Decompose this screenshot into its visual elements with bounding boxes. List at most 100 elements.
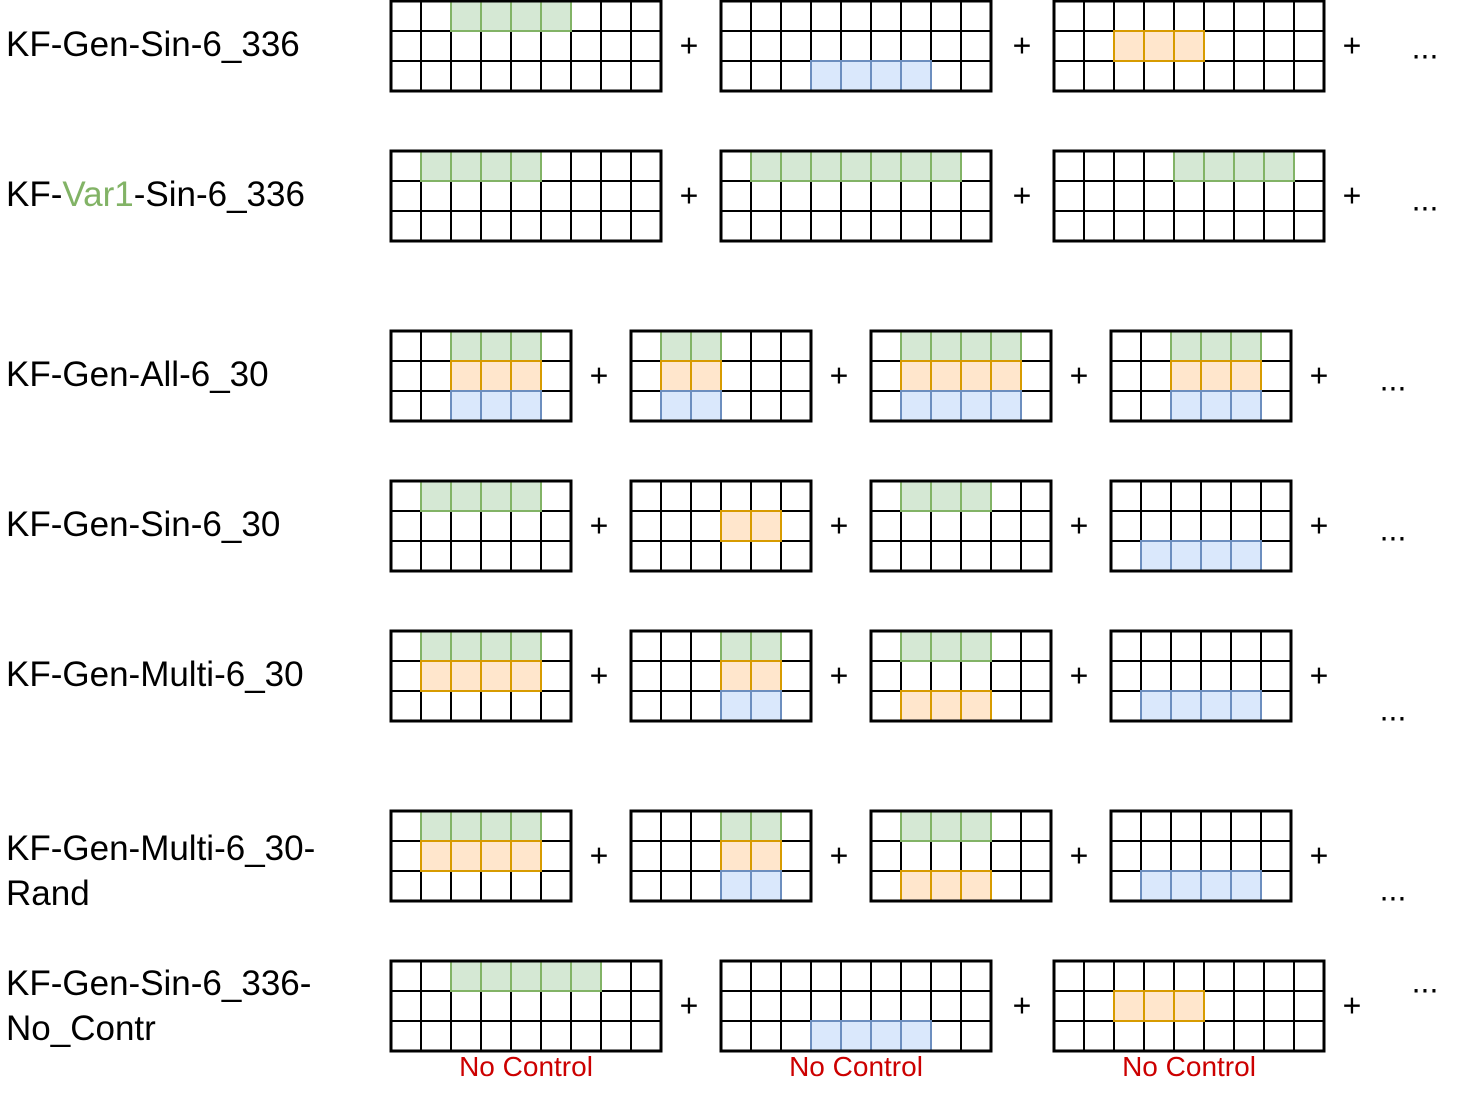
grid-cell — [420, 180, 452, 212]
blue-cell — [900, 390, 932, 422]
grid-cell — [1140, 330, 1172, 362]
plus-sign: + — [679, 987, 699, 1024]
green-cell — [510, 0, 542, 32]
grid-cell — [630, 990, 662, 1022]
grid-cell — [1020, 510, 1052, 542]
grid-cell — [780, 210, 812, 242]
grid-cell — [810, 990, 842, 1022]
ellipsis: ... — [1379, 871, 1407, 908]
grid-cell — [1053, 180, 1085, 212]
grid-cell — [750, 0, 782, 32]
grid-cell — [660, 810, 692, 842]
green-cell — [510, 480, 542, 512]
grid-cell — [1230, 480, 1262, 512]
grid-cell — [780, 870, 812, 902]
grid-cell — [690, 480, 722, 512]
grid-cell — [930, 960, 962, 992]
label-part: KF-Gen-Multi-6_30 — [6, 655, 304, 694]
grid-cell — [1293, 30, 1325, 62]
grid-cell — [420, 360, 452, 392]
grid-border — [629, 329, 813, 423]
green-cell — [930, 630, 962, 662]
grid-cell — [570, 150, 602, 182]
grid-cell — [630, 870, 662, 902]
grid-cell — [450, 30, 482, 62]
grid-cell — [1110, 480, 1142, 512]
grid-cell — [900, 210, 932, 242]
grid-cell — [1170, 810, 1202, 842]
blue-cell — [930, 390, 962, 422]
grid-cell — [1110, 660, 1142, 692]
grid-cell — [1143, 0, 1175, 32]
ellipsis: ... — [1379, 511, 1407, 548]
plus-sign: + — [679, 27, 699, 64]
token-grid — [719, 959, 993, 1053]
grid-cell — [390, 840, 422, 872]
green-cell — [960, 480, 992, 512]
grid-cell — [540, 330, 572, 362]
grid-cell — [1083, 60, 1115, 92]
grid-cell — [390, 1020, 422, 1052]
no-control-caption: No Control — [459, 1051, 593, 1082]
grid-cell — [810, 30, 842, 62]
grid-cell — [1143, 1020, 1175, 1052]
grid-cell — [1170, 630, 1202, 662]
grid-cell — [1263, 1020, 1295, 1052]
grid-cell — [510, 510, 542, 542]
grid-cell — [690, 840, 722, 872]
orange-cell — [1170, 360, 1202, 392]
token-grid — [869, 329, 1053, 423]
grid-cell — [1020, 330, 1052, 362]
green-cell — [990, 330, 1022, 362]
grid-border — [719, 149, 993, 243]
grid-cell — [660, 870, 692, 902]
grid-cell — [780, 630, 812, 662]
grid-cell — [570, 1020, 602, 1052]
green-cell — [450, 960, 482, 992]
grid-cell — [600, 210, 632, 242]
grid-cell — [540, 870, 572, 902]
grid-cell — [840, 180, 872, 212]
grid-cell — [870, 390, 902, 422]
grid-cell — [1143, 960, 1175, 992]
orange-cell — [720, 660, 752, 692]
orange-cell — [510, 360, 542, 392]
grid-cell — [960, 1020, 992, 1052]
grid-cell — [390, 870, 422, 902]
row-label: KF-Gen-Sin-6_336 — [6, 22, 300, 67]
green-cell — [840, 150, 872, 182]
grid-cell — [570, 180, 602, 212]
blue-cell — [870, 60, 902, 92]
grid-cell — [1053, 0, 1085, 32]
grid-cell — [390, 630, 422, 662]
blue-cell — [660, 390, 692, 422]
grid-cell — [1083, 30, 1115, 62]
grid-cell — [1260, 840, 1292, 872]
grid-cell — [780, 510, 812, 542]
grid-cell — [630, 330, 662, 362]
grid-cell — [450, 180, 482, 212]
grid-cell — [750, 390, 782, 422]
green-cell — [510, 630, 542, 662]
grid-cell — [1203, 180, 1235, 212]
blue-cell — [1140, 540, 1172, 572]
grid-cell — [780, 60, 812, 92]
grid-cell — [1203, 210, 1235, 242]
green-cell — [900, 150, 932, 182]
token-grid — [389, 629, 573, 723]
green-cell — [1233, 150, 1265, 182]
grid-cell — [1293, 150, 1325, 182]
token-grid — [389, 329, 573, 423]
grid-cell — [630, 180, 662, 212]
grid-cell — [540, 510, 572, 542]
orange-cell — [750, 510, 782, 542]
token-grid — [629, 809, 813, 903]
grid-cell — [1113, 210, 1145, 242]
blue-cell — [1230, 540, 1262, 572]
grid-cell — [750, 540, 782, 572]
grid-cell — [660, 540, 692, 572]
grid-cell — [870, 180, 902, 212]
grid-cell — [870, 480, 902, 512]
grid-cell — [870, 960, 902, 992]
